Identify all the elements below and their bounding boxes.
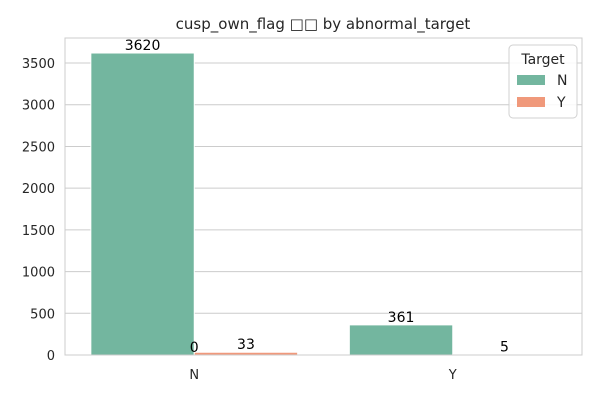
y-tick-label-1500: 1500: [22, 224, 55, 239]
data-labels: 3620 361 0 33 5: [125, 38, 509, 356]
y-tick-label-500: 500: [30, 307, 55, 322]
x-tick-label-N: N: [189, 368, 199, 383]
y-tick-label-3500: 3500: [22, 57, 55, 72]
legend-title: Target: [520, 52, 565, 68]
legend-label-y: Y: [556, 95, 566, 111]
chart-title: cusp_own_flag □□ by abnormal_target: [176, 15, 471, 34]
legend-label-n: N: [557, 73, 567, 89]
x-tick-label-Y: Y: [448, 368, 457, 383]
data-label-Y-Y: 5: [500, 340, 509, 356]
bar-N-Y: [348, 324, 454, 356]
y-tick-label-3000: 3000: [22, 99, 55, 114]
legend-swatch-n: [517, 75, 545, 85]
data-label-N-Y: 361: [388, 310, 415, 326]
data-label-Y-N: 33: [237, 337, 255, 353]
plot-frame: [64, 37, 583, 356]
bar-N-N: [90, 52, 195, 356]
y-tick-label-2000: 2000: [22, 182, 55, 197]
bars: [90, 52, 557, 356]
legend: Target N Y: [508, 44, 578, 119]
y-tick-label-2500: 2500: [22, 140, 55, 155]
data-label-zero: 0: [190, 340, 199, 356]
data-label-N-N: 3620: [125, 38, 161, 54]
y-tick-label-1000: 1000: [22, 266, 55, 281]
y-tick-label-0: 0: [47, 349, 55, 364]
legend-swatch-y: [517, 97, 545, 107]
